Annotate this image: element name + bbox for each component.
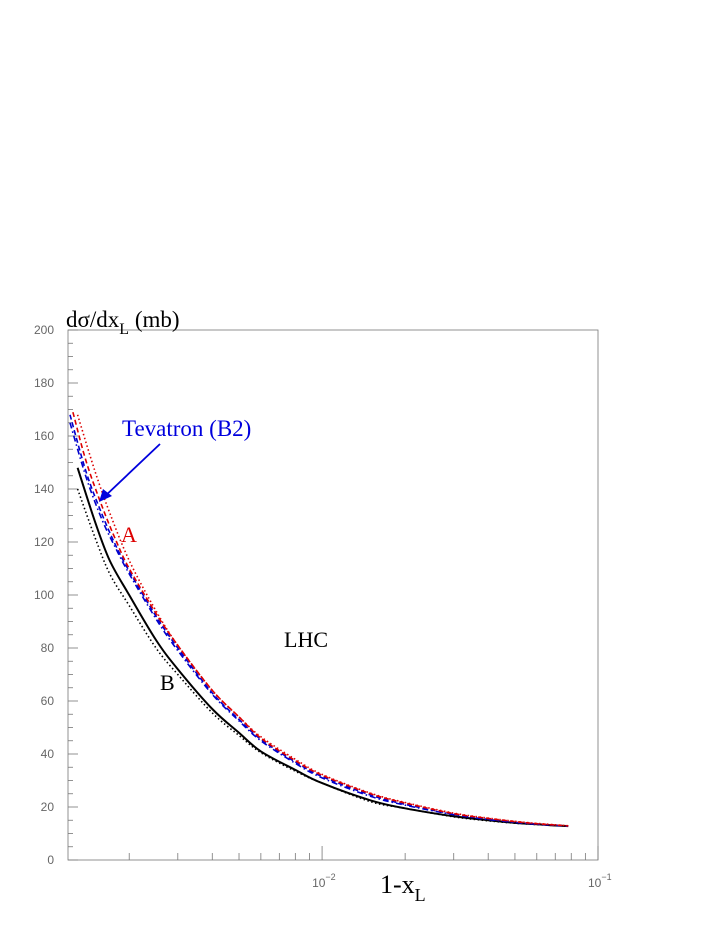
x-tick-label: 10−1 xyxy=(588,872,612,890)
y-tick-label: 60 xyxy=(41,694,55,708)
x-axis-ticks: 10−2 10−1 xyxy=(128,846,612,890)
series-line-4-dashdot xyxy=(69,422,569,827)
annotation-lhc: LHC xyxy=(284,627,328,652)
y-tick-label: 180 xyxy=(34,376,54,390)
tevatron-arrowhead xyxy=(99,489,112,502)
y-tick-label: 100 xyxy=(34,588,54,602)
y-axis-label: dσ/dxL (mb) xyxy=(66,307,180,338)
y-tick-label: 0 xyxy=(47,853,54,867)
y-tick-label: 40 xyxy=(41,747,55,761)
x-tick-label-base: 10 xyxy=(312,876,326,890)
x-tick-label: 10−2 xyxy=(312,872,336,890)
series-line-6-dotted xyxy=(76,414,569,827)
y-axis-label-sub: L xyxy=(119,321,129,338)
x-axis-label-sub: L xyxy=(415,885,426,905)
x-axis-label: 1-xL xyxy=(380,870,426,905)
y-tick-label: 80 xyxy=(41,641,55,655)
annotation-a: A xyxy=(121,522,137,547)
y-tick-label: 160 xyxy=(34,429,54,443)
annotation-b: B xyxy=(160,670,175,695)
y-tick-label: 20 xyxy=(41,800,55,814)
y-tick-label: 140 xyxy=(34,482,54,496)
y-axis-ticks: 0 20 40 60 80 100 120 140 160 180 200 xyxy=(34,323,78,867)
series-group xyxy=(69,411,569,828)
x-tick-label-exponent: −1 xyxy=(601,872,611,882)
y-tick-label: 120 xyxy=(34,535,54,549)
annotation-tevatron: Tevatron (B2) xyxy=(122,416,251,441)
y-axis-label-unit: (mb) xyxy=(129,307,179,332)
x-tick-label-base: 10 xyxy=(588,876,602,890)
series-line-5-dashed xyxy=(72,411,569,827)
tevatron-arrow-line xyxy=(101,443,161,500)
x-tick-label-exponent: −2 xyxy=(325,872,335,882)
y-tick-label: 200 xyxy=(34,323,54,337)
y-axis-label-main: dσ/dx xyxy=(66,307,120,332)
series-line-2-dotted xyxy=(76,488,569,827)
x-axis-label-main: 1-x xyxy=(380,870,415,899)
